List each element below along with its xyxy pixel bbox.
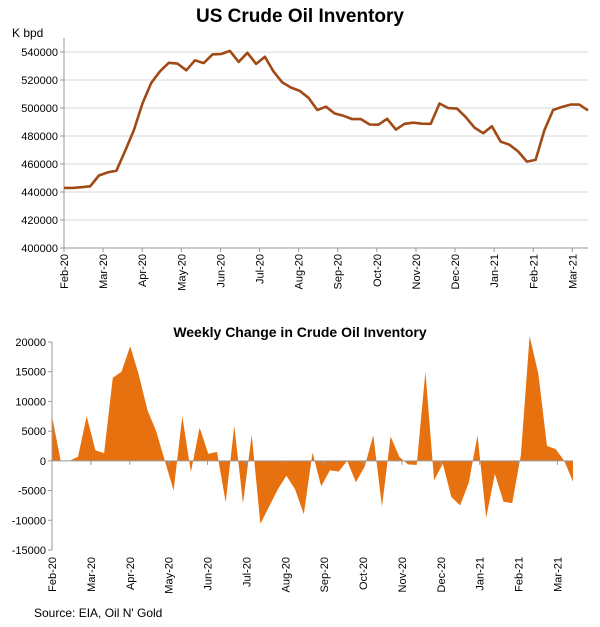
y-tick-label: 10000 — [15, 396, 46, 408]
x-tick-label: Mar-21 — [567, 254, 579, 289]
source-note: Source: EIA, Oil N' Gold — [34, 606, 163, 620]
x-tick-label: Feb-21 — [514, 557, 526, 592]
x-tick-label: Aug-20 — [294, 254, 306, 289]
x-tick-label: Sep-20 — [319, 557, 331, 592]
chart-title-inventory: US Crude Oil Inventory — [196, 6, 404, 27]
y-tick-label: 480000 — [21, 131, 58, 143]
y-tick-label: 440000 — [21, 187, 58, 199]
y-tick-label: 520000 — [21, 75, 58, 87]
y-axis-label-kbpd: K bpd — [12, 26, 44, 40]
x-tick-label: Apr-20 — [125, 557, 137, 590]
y-tick-label: 20000 — [15, 337, 46, 349]
x-tick-label: Feb-20 — [59, 254, 71, 289]
x-tick-label: Jan-21 — [489, 254, 501, 288]
y-tick-label: 420000 — [21, 215, 58, 227]
y-tick-label: 500000 — [21, 103, 58, 115]
chart-title-weekly-change: Weekly Change in Crude Oil Inventory — [173, 324, 427, 340]
x-tick-label: May-20 — [164, 557, 176, 594]
x-tick-label: Dec-20 — [436, 557, 448, 592]
y-tick-label: 0 — [40, 456, 46, 468]
y-tick-label: 460000 — [21, 159, 58, 171]
inventory-line — [64, 49, 589, 190]
y-tick-label: 540000 — [21, 47, 58, 59]
x-tick-label: Jun-20 — [203, 557, 215, 591]
x-tick-label: Nov-20 — [397, 557, 409, 592]
x-tick-label: Mar-20 — [86, 557, 98, 592]
y-tick-label: 15000 — [15, 367, 46, 379]
x-tick-label: Mar-21 — [552, 557, 564, 592]
y-tick-label: 400000 — [21, 243, 58, 255]
y-tick-label: -10000 — [12, 515, 46, 527]
x-tick-label: Jun-20 — [215, 254, 227, 288]
x-tick-label: Sep-20 — [333, 254, 345, 289]
x-tick-label: Mar-20 — [98, 254, 110, 289]
x-tick-label: May-20 — [176, 254, 188, 291]
x-tick-label: Dec-20 — [450, 254, 462, 289]
x-tick-label: Aug-20 — [280, 557, 292, 592]
y-tick-label: -5000 — [18, 486, 46, 498]
x-tick-label: Nov-20 — [411, 254, 423, 289]
y-tick-label: -15000 — [12, 545, 46, 557]
weekly-change-area — [52, 336, 573, 524]
x-tick-label: Oct-20 — [372, 254, 384, 287]
x-tick-label: Jul-20 — [241, 557, 253, 587]
x-tick-label: Feb-21 — [528, 254, 540, 289]
x-tick-label: Feb-20 — [47, 557, 59, 592]
x-tick-label: Apr-20 — [137, 254, 149, 287]
x-tick-label: Jul-20 — [255, 254, 267, 284]
y-tick-label: 5000 — [22, 426, 46, 438]
x-tick-label: Oct-20 — [358, 557, 370, 590]
x-tick-label: Jan-21 — [475, 557, 487, 591]
